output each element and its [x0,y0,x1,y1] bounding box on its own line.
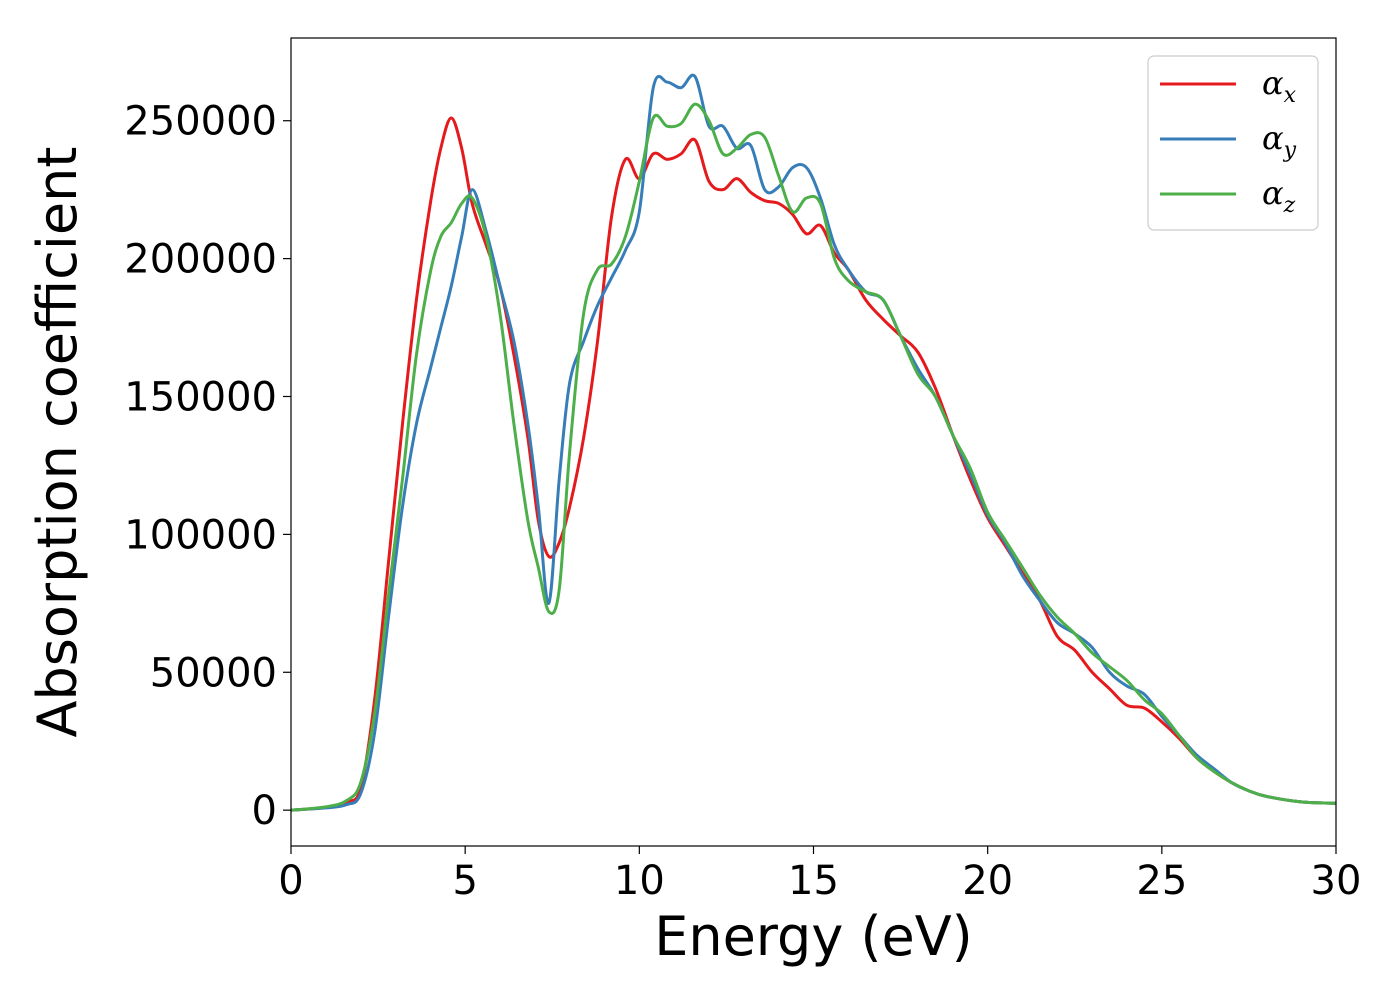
series-line-z [291,102,1336,812]
y-tick-label: 0 [252,788,277,834]
legend-label-y: αy [1262,119,1297,163]
y-tick-label: 150000 [124,374,277,420]
y-tick-label: 100000 [124,512,277,558]
y-axis: 0 50000 100000 150000 200000 250000 [124,99,291,834]
x-axis-title: Energy (eV) [654,905,973,968]
y-tick-label: 250000 [124,99,277,145]
x-tick-label: 20 [962,858,1013,904]
x-tick-label: 25 [1136,858,1187,904]
legend-label-z: αz [1262,174,1296,218]
y-axis-title: Absorption coefficient [26,147,89,738]
x-tick-label: 15 [788,858,839,904]
x-tick-label: 5 [452,858,477,904]
y-tick-label: 50000 [150,650,277,696]
x-tick-label: 10 [614,858,665,904]
legend-label-subscript: y [1283,138,1297,163]
legend-label-x: αx [1262,64,1297,108]
legend-label-subscript: x [1284,83,1297,108]
legend-box [1147,55,1319,231]
x-axis: 0 5 10 15 20 25 30 [278,846,1361,904]
legend-label-symbol: α [1262,174,1284,212]
y-tick-label: 200000 [124,237,277,283]
legend-label-symbol: α [1262,64,1284,102]
x-tick-label: 0 [278,858,303,904]
series-layer [291,73,1336,812]
legend-label-symbol: α [1262,119,1284,157]
series-line-x [291,116,1336,812]
x-tick-label: 30 [1311,858,1362,904]
legend-label-subscript: z [1283,193,1296,218]
